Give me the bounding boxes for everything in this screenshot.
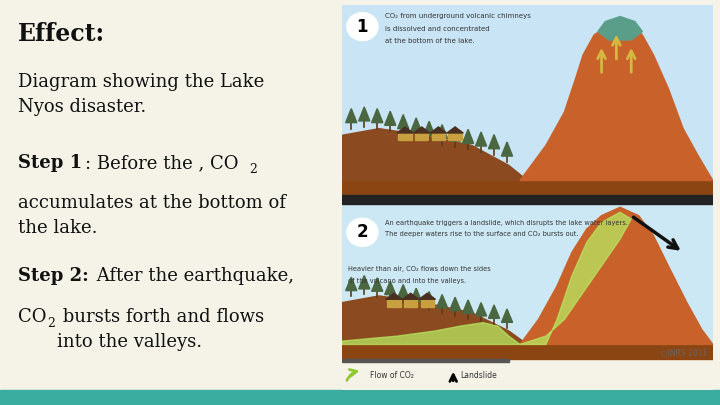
Text: Diagram showing the Lake
Nyos disaster.: Diagram showing the Lake Nyos disaster. bbox=[18, 73, 264, 116]
Text: accumulates at the bottom of
the lake.: accumulates at the bottom of the lake. bbox=[18, 194, 286, 237]
Polygon shape bbox=[359, 107, 370, 121]
Text: An earthquake triggers a landslide, which disrupts the lake water layers.: An earthquake triggers a landslide, whic… bbox=[384, 220, 628, 226]
Text: ○INRS 2011: ○INRS 2011 bbox=[661, 349, 707, 358]
Polygon shape bbox=[449, 127, 461, 141]
Polygon shape bbox=[488, 135, 500, 149]
Polygon shape bbox=[359, 275, 370, 289]
Text: at the bottom of the lake.: at the bottom of the lake. bbox=[384, 38, 474, 44]
Bar bbox=[387, 299, 400, 307]
Polygon shape bbox=[462, 129, 474, 143]
Polygon shape bbox=[346, 277, 357, 290]
Bar bbox=[342, 5, 713, 196]
Polygon shape bbox=[397, 127, 413, 133]
Text: is dissolved and concentrated: is dissolved and concentrated bbox=[384, 26, 490, 32]
Polygon shape bbox=[520, 18, 713, 181]
Text: 2: 2 bbox=[47, 317, 55, 330]
Polygon shape bbox=[397, 285, 409, 298]
Text: Step 2:: Step 2: bbox=[18, 267, 89, 285]
Text: Landslide: Landslide bbox=[461, 371, 498, 380]
Polygon shape bbox=[410, 118, 422, 132]
Polygon shape bbox=[475, 303, 487, 316]
Text: Heavier than air, CO₂ flows down the sides: Heavier than air, CO₂ flows down the sid… bbox=[348, 266, 490, 272]
Polygon shape bbox=[488, 305, 500, 318]
Bar bbox=[420, 299, 434, 307]
Polygon shape bbox=[397, 115, 409, 129]
Circle shape bbox=[347, 13, 378, 40]
Polygon shape bbox=[372, 109, 383, 123]
Polygon shape bbox=[402, 293, 419, 299]
Bar bbox=[342, 360, 713, 390]
Bar bbox=[415, 133, 428, 141]
Text: CO: CO bbox=[18, 308, 47, 326]
Text: 1: 1 bbox=[356, 17, 368, 36]
Text: CO₂ from underground volcanic chimneys: CO₂ from underground volcanic chimneys bbox=[384, 13, 531, 19]
Text: Step 1: Step 1 bbox=[18, 154, 82, 172]
Polygon shape bbox=[431, 127, 446, 133]
Text: Flow of CO₂: Flow of CO₂ bbox=[370, 371, 414, 380]
Polygon shape bbox=[384, 281, 396, 294]
Polygon shape bbox=[501, 309, 513, 322]
Bar bbox=[342, 204, 713, 360]
Text: The deeper waters rise to the surface and CO₂ bursts out.: The deeper waters rise to the surface an… bbox=[384, 231, 578, 237]
Polygon shape bbox=[423, 121, 435, 135]
Bar bbox=[342, 194, 713, 204]
Bar bbox=[342, 181, 713, 196]
Text: After the earthquake,: After the earthquake, bbox=[91, 267, 294, 285]
Polygon shape bbox=[413, 127, 430, 133]
Polygon shape bbox=[520, 207, 713, 344]
Bar bbox=[342, 344, 713, 360]
Polygon shape bbox=[462, 300, 474, 313]
Polygon shape bbox=[419, 293, 436, 299]
Polygon shape bbox=[598, 17, 642, 40]
Polygon shape bbox=[501, 142, 513, 156]
Bar bbox=[398, 133, 412, 141]
Polygon shape bbox=[372, 278, 383, 291]
Text: 2: 2 bbox=[356, 224, 368, 241]
Text: Effect:: Effect: bbox=[18, 22, 105, 46]
Polygon shape bbox=[342, 129, 527, 181]
Polygon shape bbox=[342, 212, 631, 344]
Polygon shape bbox=[447, 127, 463, 133]
Polygon shape bbox=[449, 297, 461, 311]
Polygon shape bbox=[436, 125, 448, 139]
Bar bbox=[404, 299, 418, 307]
Circle shape bbox=[347, 218, 378, 246]
Bar bbox=[449, 133, 462, 141]
Polygon shape bbox=[386, 293, 402, 299]
Polygon shape bbox=[342, 296, 527, 344]
Bar bbox=[432, 133, 445, 141]
Polygon shape bbox=[346, 109, 357, 123]
Polygon shape bbox=[410, 288, 422, 302]
Polygon shape bbox=[423, 292, 435, 305]
Bar bbox=[342, 360, 509, 362]
Polygon shape bbox=[475, 132, 487, 146]
Bar bbox=[0, 390, 720, 405]
Text: bursts forth and flows
into the valleys.: bursts forth and flows into the valleys. bbox=[57, 308, 264, 351]
Text: 2: 2 bbox=[249, 163, 257, 176]
Text: : Before the , CO: : Before the , CO bbox=[85, 154, 238, 172]
Polygon shape bbox=[384, 111, 396, 125]
Text: of the volcano and into the valleys.: of the volcano and into the valleys. bbox=[348, 277, 466, 284]
Polygon shape bbox=[436, 294, 448, 308]
